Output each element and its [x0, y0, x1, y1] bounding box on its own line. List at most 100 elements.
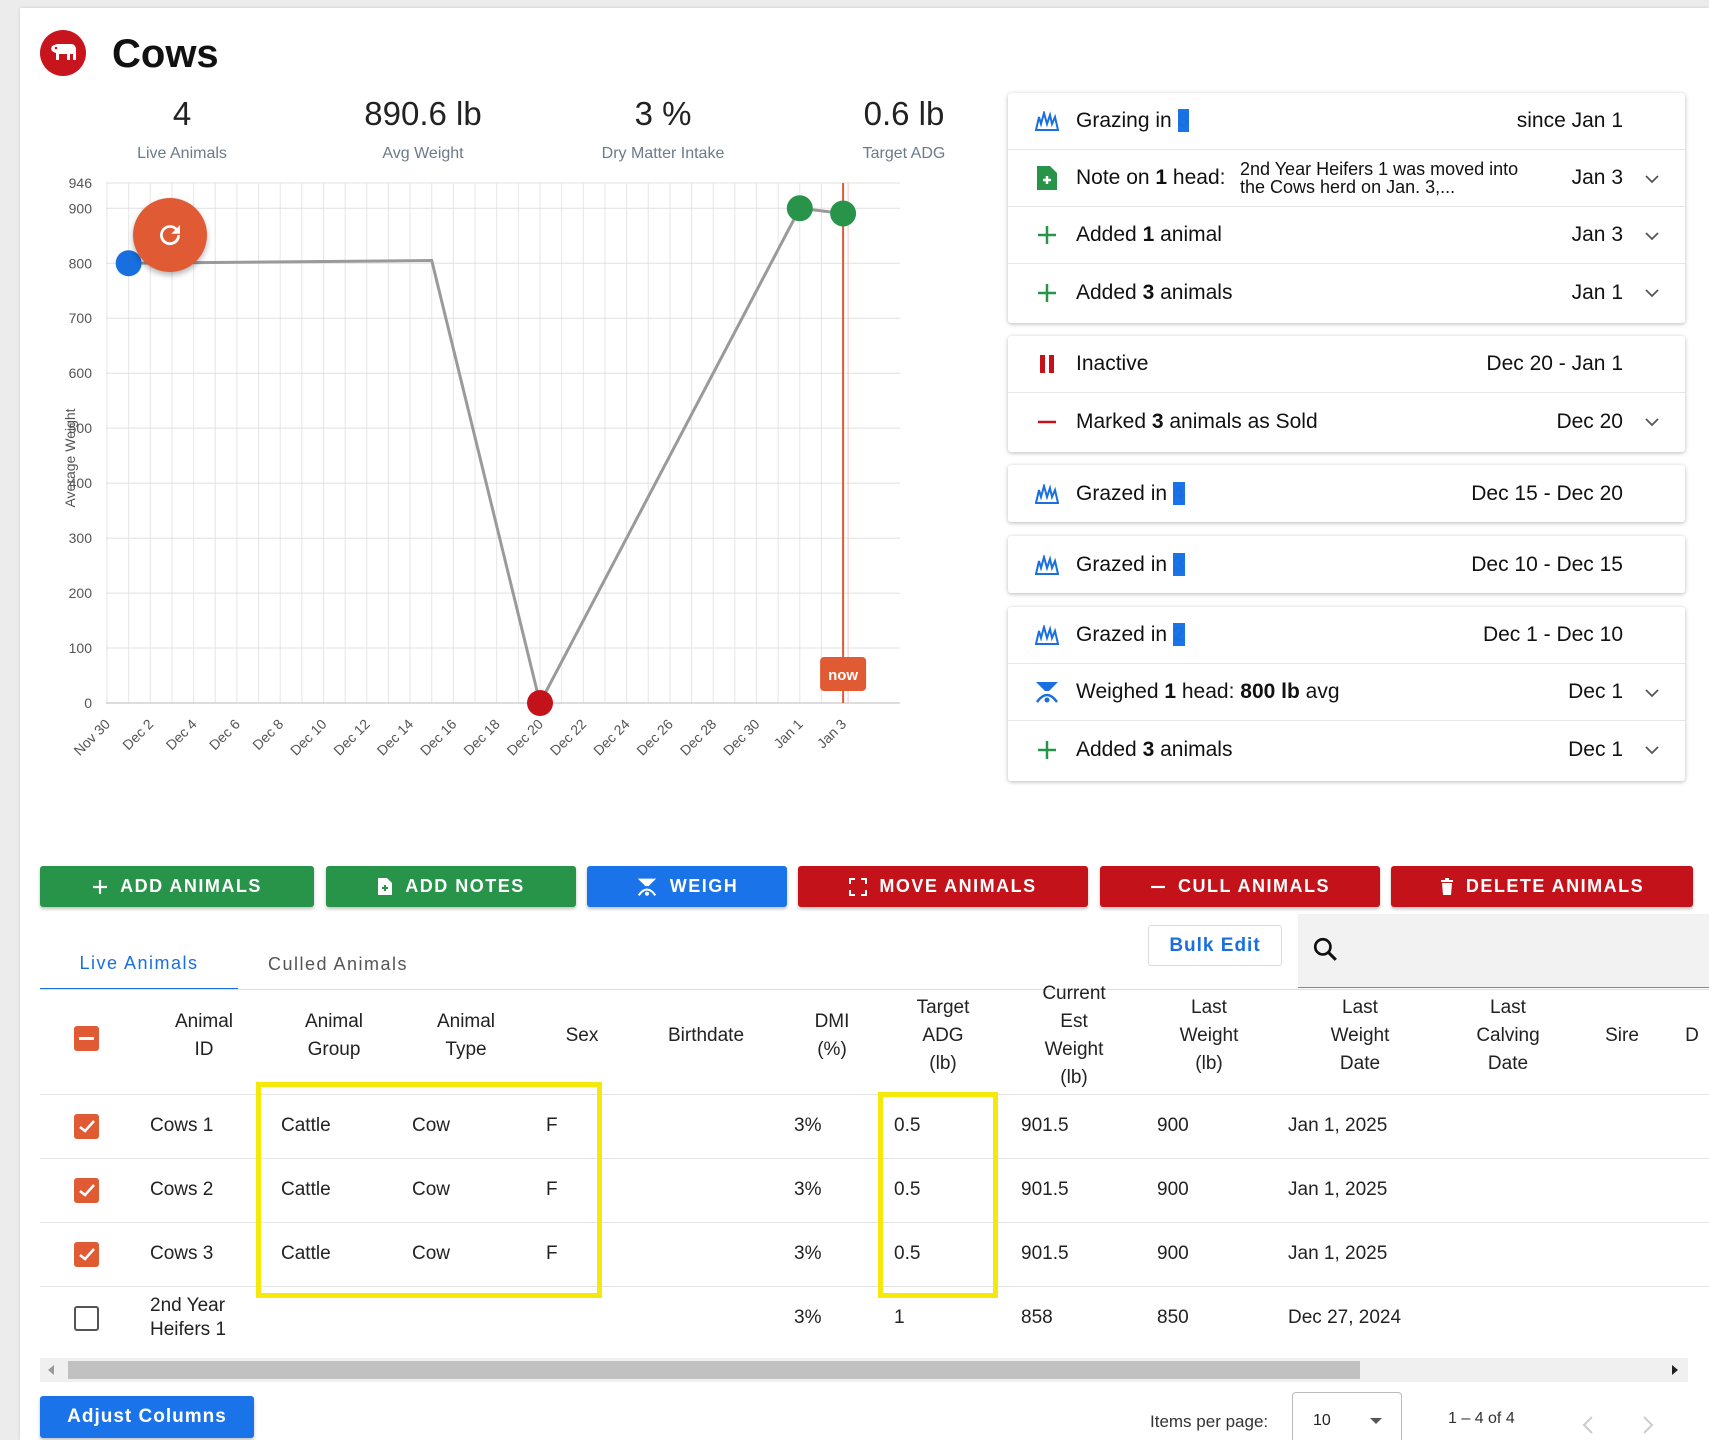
stat-avg-weight: 890.6 lb Avg Weight [303, 93, 543, 163]
add-animals-button[interactable]: ADD ANIMALS [40, 866, 314, 907]
header-line: (lb) [1060, 1067, 1088, 1088]
x-tick-label: Dec 22 [547, 716, 590, 759]
timeline-item-grazing[interactable]: Grazing in 8 since Jan 1 [1008, 93, 1685, 150]
cell-animal-group: Cattle [281, 1179, 331, 1200]
cell-animal-id[interactable]: 2nd Year Heifers 1 [150, 1294, 226, 1342]
header-target-adg[interactable]: Target ADG (lb) [893, 994, 993, 1078]
next-page-icon[interactable] [1642, 1416, 1654, 1434]
chevron-down-icon[interactable] [1645, 743, 1659, 757]
timeline-item-grazed[interactable]: Grazed in 3 Dec 10 - Dec 15 [1008, 536, 1685, 593]
chevron-down-icon[interactable] [1645, 415, 1659, 429]
timeline-item-sold[interactable]: Marked 3 animals as Sold Dec 20 [1008, 393, 1685, 450]
x-tick-label: Dec 10 [287, 716, 330, 759]
timeline-item-added[interactable]: Added 1 animal Jan 3 [1008, 207, 1685, 264]
x-tick-label: Dec 16 [417, 716, 460, 759]
scrollbar-thumb[interactable] [68, 1361, 1360, 1379]
scale-icon [1032, 680, 1062, 704]
scroll-left-icon[interactable] [46, 1364, 56, 1376]
cell-target-adg: 0.5 [894, 1115, 921, 1136]
pasture-number: 3 [1172, 552, 1185, 576]
chevron-down-icon[interactable] [1645, 686, 1659, 700]
select-value: 10 [1313, 1412, 1331, 1429]
add-notes-button[interactable]: ADD NOTES [326, 866, 576, 907]
header-birthdate[interactable]: Birthdate [636, 1022, 776, 1050]
tab-live-animals[interactable]: Live Animals [40, 938, 238, 990]
timeline-item-note[interactable]: Note on 1 head: 2nd Year Heifers 1 was m… [1008, 150, 1685, 207]
header-line: Type [445, 1039, 487, 1060]
now-badge: now [820, 657, 867, 691]
y-tick-label: 200 [69, 585, 93, 601]
items-per-page-select[interactable]: 10 [1292, 1392, 1402, 1440]
timeline-text: Added [1076, 737, 1143, 761]
stat-value: 0.6 lb [863, 95, 945, 132]
timeline-weight: 800 lb [1240, 680, 1300, 703]
timeline-text: Weighed [1076, 680, 1165, 703]
header-dmi[interactable]: DMI (%) [792, 1008, 872, 1064]
cell-animal-type: Cow [412, 1179, 451, 1200]
bulk-edit-button[interactable]: Bulk Edit [1148, 925, 1282, 966]
row-checkbox[interactable] [74, 1242, 99, 1267]
header-line: Animal [436, 1011, 496, 1032]
cell-last-weight-date: Jan 1, 2025 [1288, 1115, 1388, 1136]
refresh-button[interactable] [133, 198, 207, 272]
delete-animals-button[interactable]: DELETE ANIMALS [1391, 866, 1693, 907]
timeline-item-grazed[interactable]: Grazed in 4 Dec 15 - Dec 20 [1008, 465, 1685, 522]
tabs-divider [40, 989, 1709, 990]
data-point [527, 690, 553, 716]
header-current-est-weight[interactable]: Current Est Weight (lb) [1024, 980, 1124, 1092]
y-tick-label: 800 [69, 255, 93, 271]
timeline-text: Inactive [1076, 352, 1149, 375]
timeline-count: 3 [1151, 409, 1164, 433]
header-animal-group[interactable]: Animal Group [274, 1008, 394, 1064]
header-last-calving-date[interactable]: Last Calving Date [1448, 994, 1568, 1078]
tab-culled-animals[interactable]: Culled Animals [267, 953, 409, 974]
adjust-columns-button[interactable]: Adjust Columns [40, 1396, 254, 1438]
header-extra[interactable]: D [1682, 1022, 1702, 1050]
search-input[interactable] [1298, 914, 1709, 988]
cell-animal-id[interactable]: Cows 1 [150, 1115, 214, 1136]
cell-line: Heifers 1 [150, 1319, 227, 1340]
move-animals-button[interactable]: MOVE ANIMALS [798, 866, 1088, 907]
header-animal-type[interactable]: Animal Type [406, 1008, 526, 1064]
chevron-down-icon[interactable] [1645, 172, 1659, 186]
stat-label: Avg Weight [382, 145, 464, 162]
weigh-button[interactable]: WEIGH [587, 866, 787, 907]
header-animal-id[interactable]: Animal ID [144, 1008, 264, 1064]
cell-animal-id[interactable]: Cows 3 [150, 1243, 214, 1264]
header-line: Birthdate [667, 1025, 745, 1046]
row-checkbox[interactable] [74, 1306, 99, 1331]
chevron-down-icon[interactable] [1645, 229, 1659, 243]
pause-icon [1032, 354, 1062, 374]
timeline-text: Added [1076, 280, 1143, 304]
header-last-weight[interactable]: Last Weight (lb) [1159, 994, 1259, 1078]
scroll-right-icon[interactable] [1670, 1364, 1680, 1376]
row-checkbox[interactable] [74, 1114, 99, 1139]
header-sire[interactable]: Sire [1582, 1022, 1662, 1050]
cell-dmi: 3% [794, 1115, 822, 1136]
cull-animals-button[interactable]: CULL ANIMALS [1100, 866, 1380, 907]
timeline-item-inactive[interactable]: Inactive Dec 20 - Jan 1 [1008, 336, 1685, 393]
y-tick-label: 946 [69, 175, 93, 191]
cell-animal-id[interactable]: Cows 2 [150, 1179, 214, 1200]
page-title: Cows [112, 32, 219, 76]
cell-animal-group: Cattle [281, 1243, 331, 1264]
cell-last-weight: 900 [1157, 1179, 1189, 1200]
chevron-down-icon[interactable] [1645, 286, 1659, 300]
x-tick-label: Dec 30 [720, 716, 763, 759]
timeline-date: Dec 1 [1568, 680, 1623, 703]
timeline-item-weighed[interactable]: Weighed 1 head: 800 lb avg Dec 1 [1008, 664, 1685, 721]
cell-current-est-weight: 901.5 [1021, 1179, 1069, 1200]
header-last-weight-date[interactable]: Last Weight Date [1300, 994, 1420, 1078]
row-checkbox[interactable] [74, 1178, 99, 1203]
series-line [128, 206, 844, 708]
prev-page-icon[interactable] [1582, 1416, 1594, 1434]
header-sex[interactable]: Sex [542, 1022, 622, 1050]
check-icon [78, 1248, 95, 1261]
timeline-date: Jan 1 [1571, 280, 1623, 304]
timeline-item-grazed[interactable]: Grazed in 2 Dec 1 - Dec 10 [1008, 607, 1685, 664]
select-all-checkbox[interactable] [74, 1026, 99, 1051]
timeline-item-added[interactable]: Added 3 animals Jan 1 [1008, 264, 1685, 321]
page: Cows 4 Live Animals 890.6 lb Avg Weight … [20, 8, 1709, 1440]
plus-icon [1032, 225, 1062, 245]
timeline-item-added[interactable]: Added 3 animals Dec 1 [1008, 721, 1685, 778]
